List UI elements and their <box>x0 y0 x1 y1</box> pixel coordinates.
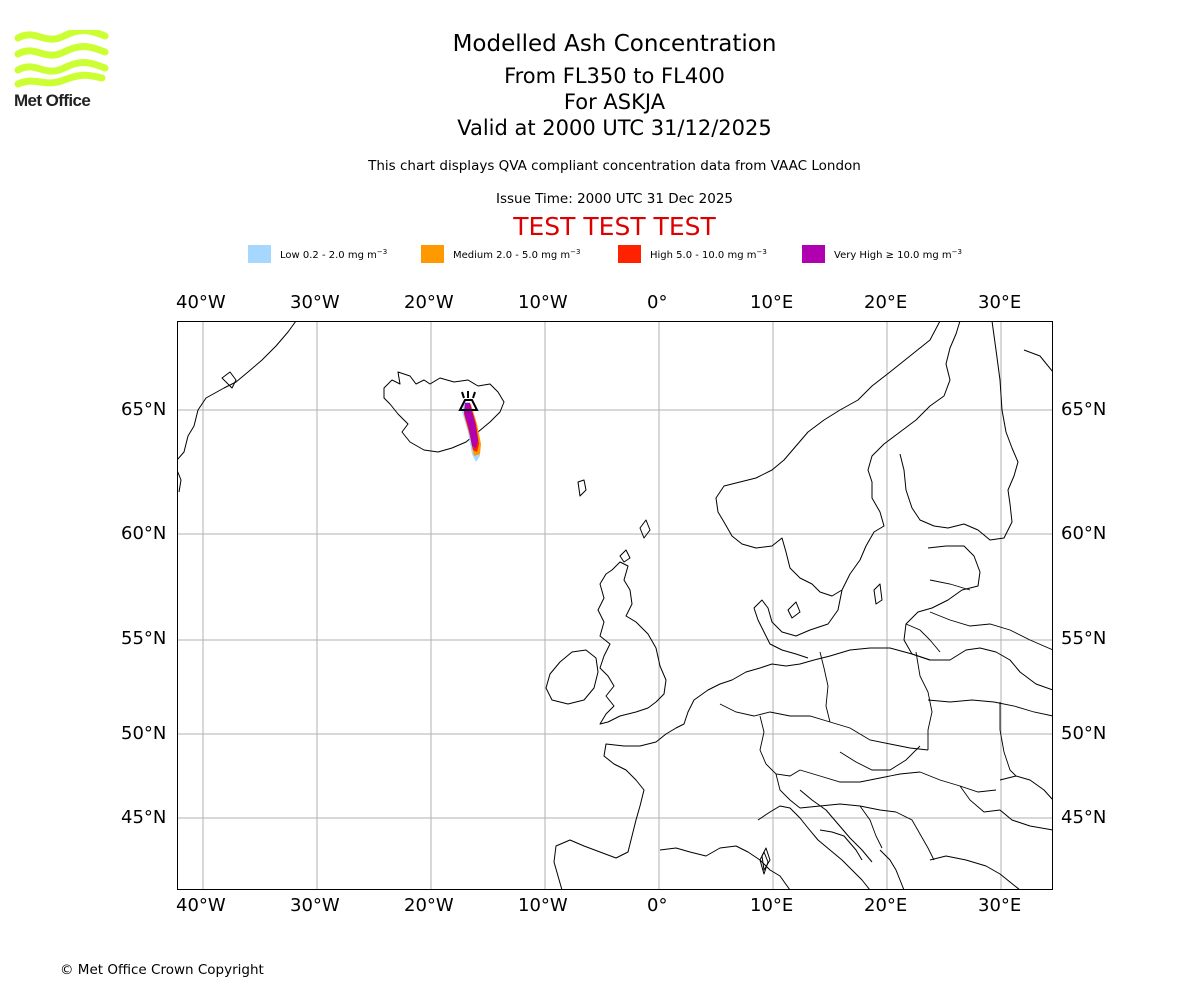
lon-tick-bottom: 30°W <box>290 895 340 916</box>
continent-coast <box>553 647 1053 890</box>
issue-time: Issue Time: 2000 UTC 31 Dec 2025 <box>495 191 734 207</box>
legend-medium-swatch <box>421 245 444 263</box>
lat-tick-left: 60°N <box>121 523 167 544</box>
lat-tick-left: 50°N <box>121 723 167 744</box>
lon-tick-bottom: 20°E <box>864 895 908 916</box>
legend-low: Low 0.2 - 2.0 mg m−3 <box>248 244 387 264</box>
lon-tick-top: 40°W <box>176 292 226 313</box>
chart-title: Modelled Ash Concentration <box>452 31 777 57</box>
volcano-name: For ASKJA <box>563 90 666 114</box>
lon-tick-top: 10°W <box>518 292 568 313</box>
lon-tick-bottom: 0° <box>647 895 668 916</box>
lon-tick-bottom: 20°W <box>404 895 454 916</box>
iceland-coast <box>383 371 505 453</box>
ireland-coast <box>545 649 599 705</box>
map-border <box>177 321 1053 890</box>
lat-tick-right: 65°N <box>1061 399 1107 420</box>
flight-level-range: From FL350 to FL400 <box>504 64 725 88</box>
legend-low-label: Low 0.2 - 2.0 mg m−3 <box>280 247 388 261</box>
volcano-icon <box>458 391 479 411</box>
copyright: © Met Office Crown Copyright <box>60 962 264 978</box>
ash-plume-very-high <box>464 403 478 448</box>
map-gridlines <box>177 321 1053 890</box>
lon-tick-top: 30°W <box>290 292 340 313</box>
legend-low-swatch <box>248 245 271 263</box>
test-banner: TEST TEST TEST <box>513 212 716 241</box>
legend-medium: Medium 2.0 - 5.0 mg m−3 <box>421 244 580 264</box>
legend-very-high: Very High ≥ 10.0 mg m−3 <box>802 244 962 264</box>
legend-high: High 5.0 - 10.0 mg m−3 <box>618 244 767 264</box>
coastlines <box>177 321 1053 890</box>
lon-tick-top: 10°E <box>750 292 794 313</box>
lon-tick-bottom: 30°E <box>978 895 1022 916</box>
lon-tick-top: 0° <box>647 292 668 313</box>
legend-medium-label: Medium 2.0 - 5.0 mg m−3 <box>453 247 581 261</box>
lat-tick-right: 55°N <box>1061 628 1107 649</box>
great-britain-coast <box>597 561 667 725</box>
lon-tick-bottom: 10°E <box>750 895 794 916</box>
lon-tick-top: 20°E <box>864 292 908 313</box>
lon-tick-bottom: 10°W <box>518 895 568 916</box>
scandinavia-coast <box>715 321 961 597</box>
met-office-logo-icon <box>14 30 109 88</box>
lon-tick-top: 30°E <box>978 292 1022 313</box>
ash-concentration-map <box>177 321 1053 890</box>
country-borders <box>719 579 1053 861</box>
logo-text: Met Office <box>14 91 91 110</box>
lat-tick-right: 60°N <box>1061 523 1107 544</box>
ash-plume <box>462 402 481 462</box>
lat-tick-left: 55°N <box>121 628 167 649</box>
lat-tick-left: 65°N <box>121 399 167 420</box>
lon-tick-top: 20°W <box>404 292 454 313</box>
greenland-coast <box>177 321 297 461</box>
lat-tick-left: 45°N <box>121 807 167 828</box>
legend-high-label: High 5.0 - 10.0 mg m−3 <box>650 247 767 261</box>
legend-high-swatch <box>618 245 641 263</box>
lat-tick-right: 50°N <box>1061 723 1107 744</box>
legend-very-high-label: Very High ≥ 10.0 mg m−3 <box>834 247 962 261</box>
qva-subtitle: This chart displays QVA compliant concen… <box>368 158 861 174</box>
lon-tick-bottom: 40°W <box>176 895 226 916</box>
valid-time: Valid at 2000 UTC 31/12/2025 <box>457 116 772 140</box>
lat-tick-right: 45°N <box>1061 807 1107 828</box>
legend-very-high-swatch <box>802 245 825 263</box>
